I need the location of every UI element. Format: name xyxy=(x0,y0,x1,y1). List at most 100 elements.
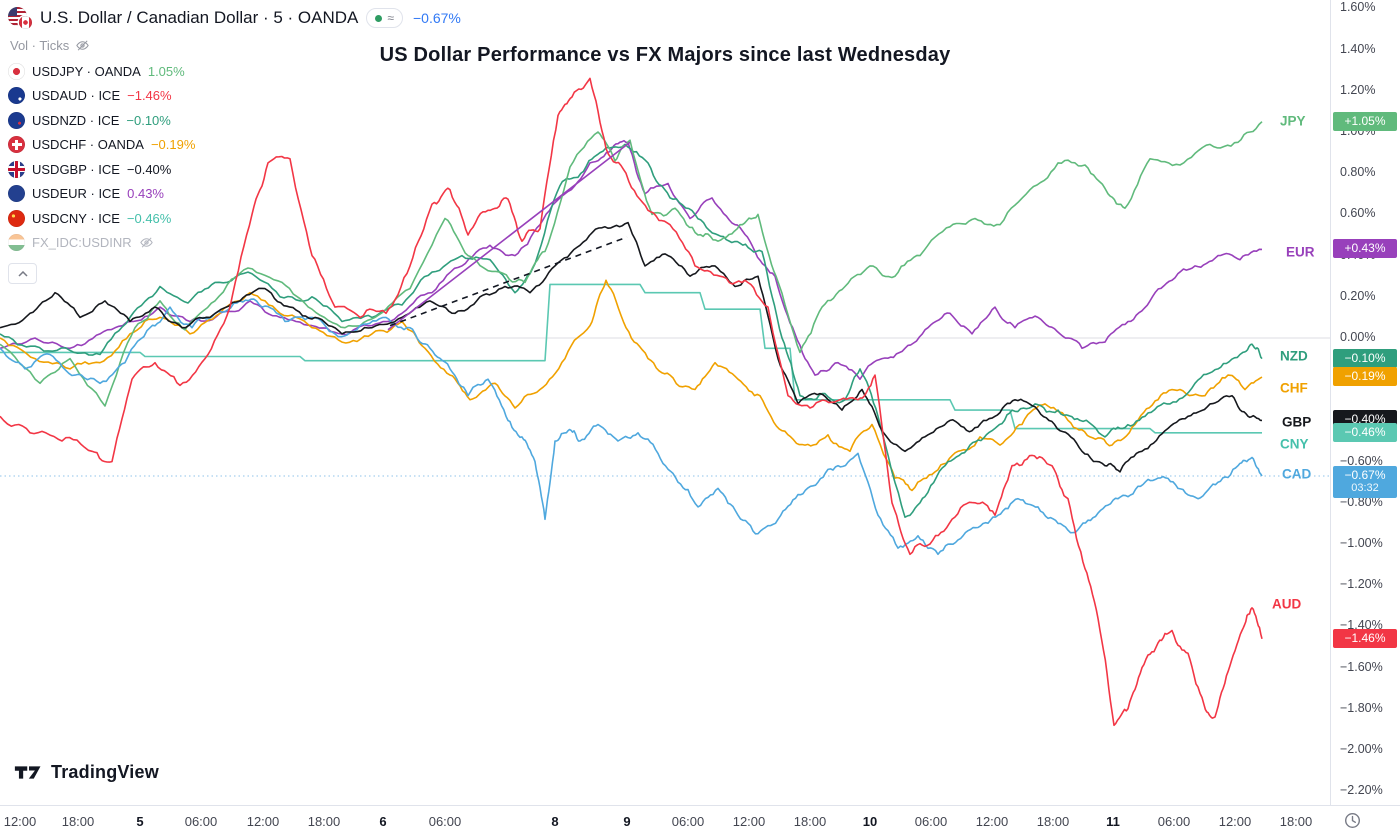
jp-flag-icon xyxy=(8,62,25,80)
price-tick-label: −0.60% xyxy=(1340,453,1383,468)
legend-item-usdinr[interactable]: FX_IDC:USDINR xyxy=(8,231,461,256)
legend-item-label: USDAUD · ICE xyxy=(32,88,121,104)
legend-item-value: −1.46% xyxy=(127,88,172,104)
legend-item-usdaud[interactable]: USDAUD · ICE −1.46% xyxy=(8,84,461,109)
time-tick-label: 8 xyxy=(551,814,559,829)
time-tick-label: 10 xyxy=(862,814,878,829)
price-tick-label: 0.60% xyxy=(1340,206,1376,221)
legend-item-label: USDGBP · ICE xyxy=(32,161,120,177)
symbol-change-percent: −0.67% xyxy=(412,10,461,26)
chart-plot-area[interactable]: US Dollar Performance vs FX Majors since… xyxy=(0,0,1330,805)
price-badge-043: +0.43% xyxy=(1333,239,1397,259)
series-line-cny[interactable] xyxy=(0,283,1262,434)
legend-item-label: USDEUR · ICE xyxy=(32,186,121,202)
time-tick-label: 06:00 xyxy=(1157,814,1191,829)
collapse-legend-button[interactable] xyxy=(8,263,37,284)
time-tick-label: 18:00 xyxy=(1036,814,1070,829)
price-tick-label: −2.00% xyxy=(1340,742,1383,756)
chart-canvas[interactable] xyxy=(0,0,1330,805)
trendline-drawing-2[interactable] xyxy=(389,236,628,327)
eu-flag-icon xyxy=(8,185,25,203)
price-tick-label: −1.20% xyxy=(1340,577,1383,592)
price-badge-105: +1.05% xyxy=(1333,111,1397,131)
time-tick-label: 06:00 xyxy=(671,814,705,829)
price-badge-046: −0.46% xyxy=(1333,422,1397,442)
session-clock-icon[interactable] xyxy=(1344,812,1361,829)
legend-item-value: −0.40% xyxy=(126,161,172,177)
time-tick-label: 18:00 xyxy=(793,814,827,829)
price-badge-146: −1.46% xyxy=(1333,628,1397,648)
series-line-aud[interactable] xyxy=(0,77,1263,727)
nz-flag-icon xyxy=(8,111,25,129)
time-tick-label: 06:00 xyxy=(914,814,948,829)
legend-item-value: −0.46% xyxy=(126,210,172,226)
time-tick-label: 12:00 xyxy=(732,814,766,829)
time-tick-label: 12:00 xyxy=(1218,814,1252,829)
legend-item-usdgbp[interactable]: USDGBP · ICE −0.40% xyxy=(8,157,461,182)
series-line-gbp[interactable] xyxy=(0,221,1263,473)
legend-item-value: −0.10% xyxy=(126,112,171,128)
time-tick-label: 06:00 xyxy=(184,814,218,829)
time-tick-label: 9 xyxy=(623,814,631,829)
symbol-header-row[interactable]: U.S. Dollar / Canadian Dollar · 5 · OAND… xyxy=(8,6,461,30)
market-status-pill[interactable]: ≈ xyxy=(366,8,403,28)
price-badge-067: −0.67% 03:32 xyxy=(1333,466,1397,499)
tradingview-logo[interactable]: TradingView xyxy=(14,762,159,783)
price-badge-019: −0.19% xyxy=(1333,367,1397,387)
time-tick-label: 12:00 xyxy=(975,814,1009,829)
time-tick-label: 12:00 xyxy=(246,814,280,829)
eye-hidden-icon[interactable] xyxy=(75,38,90,53)
price-tick-label: −1.00% xyxy=(1340,536,1383,550)
legend-item-usdeur[interactable]: USDEUR · ICE 0.43% xyxy=(8,182,461,207)
series-line-nzd[interactable] xyxy=(0,143,1263,519)
time-tick-label: 5 xyxy=(136,814,144,829)
legend-item-value: −0.19% xyxy=(150,137,196,153)
cn-flag-icon xyxy=(8,209,25,227)
series-line-eur[interactable] xyxy=(0,139,1263,381)
price-tick-label: −2.20% xyxy=(1340,783,1383,798)
series-line-jpy[interactable] xyxy=(0,121,1263,407)
time-axis[interactable]: 12:00 18:00 5 06:00 12:00 18:00 6 06:00 8 9 06:00 1… xyxy=(0,805,1400,835)
price-tick-label: 0.80% xyxy=(1340,165,1376,180)
gb-flag-icon xyxy=(8,160,25,178)
tradingview-logo-text: TradingView xyxy=(51,762,159,782)
ch-flag-icon xyxy=(8,136,25,154)
legend-item-label: USDNZD · ICE xyxy=(32,112,120,128)
legend-item-usdchf[interactable]: USDCHF · OANDA −0.19% xyxy=(8,133,461,158)
price-badge-010: −0.10% xyxy=(1333,348,1397,368)
in-flag-icon xyxy=(8,234,25,252)
legend-item-label: USDJPY · OANDA xyxy=(32,63,141,79)
volume-indicator-label: Vol · Ticks xyxy=(10,37,70,53)
series-line-cad[interactable] xyxy=(0,298,1263,556)
time-tick-label: 12:00 xyxy=(3,814,37,829)
legend-item-value: 0.43% xyxy=(127,186,164,202)
price-axis[interactable]: 1.60%1.40%1.20%1.00%0.80%0.60%0.40%0.20%… xyxy=(1330,0,1400,805)
volume-indicator-row[interactable]: Vol · Ticks xyxy=(10,36,461,54)
price-tick-label: 1.40% xyxy=(1340,41,1376,56)
eye-hidden-icon[interactable] xyxy=(139,235,154,250)
time-tick-label: 11 xyxy=(1106,814,1120,829)
price-tick-label: −0.80% xyxy=(1340,494,1383,509)
approx-icon: ≈ xyxy=(387,11,394,25)
price-tick-label: −1.60% xyxy=(1340,659,1383,674)
price-tick-label: 1.60% xyxy=(1340,0,1376,15)
compare-symbols-list: USDJPY · OANDA 1.05% USDAUD · ICE −1.46% USD… xyxy=(8,59,461,231)
usdcad-flag-icon xyxy=(8,7,32,29)
tradingview-logo-icon xyxy=(14,766,41,779)
market-open-dot-icon xyxy=(375,14,383,22)
legend-item-usdcny[interactable]: USDCNY · ICE −0.46% xyxy=(8,206,461,231)
au-flag-icon xyxy=(8,87,25,105)
symbol-title[interactable]: U.S. Dollar / Canadian Dollar · 5 · OAND… xyxy=(40,8,359,27)
chevron-up-icon xyxy=(17,270,28,277)
series-line-chf[interactable] xyxy=(0,279,1263,492)
legend-item-usdnzd[interactable]: USDNZD · ICE −0.10% xyxy=(8,108,461,133)
time-tick-label: 18:00 xyxy=(61,814,95,829)
legend-item-value: 1.05% xyxy=(147,63,185,79)
price-tick-label: 1.20% xyxy=(1340,82,1376,97)
trendline-drawing-1[interactable] xyxy=(387,141,631,331)
legend-item-usdjpy[interactable]: USDJPY · OANDA 1.05% xyxy=(8,59,461,84)
legend-item-label: FX_IDC:USDINR xyxy=(32,235,132,251)
price-tick-label: 0.20% xyxy=(1340,288,1376,303)
time-tick-label: 6 xyxy=(379,814,387,829)
